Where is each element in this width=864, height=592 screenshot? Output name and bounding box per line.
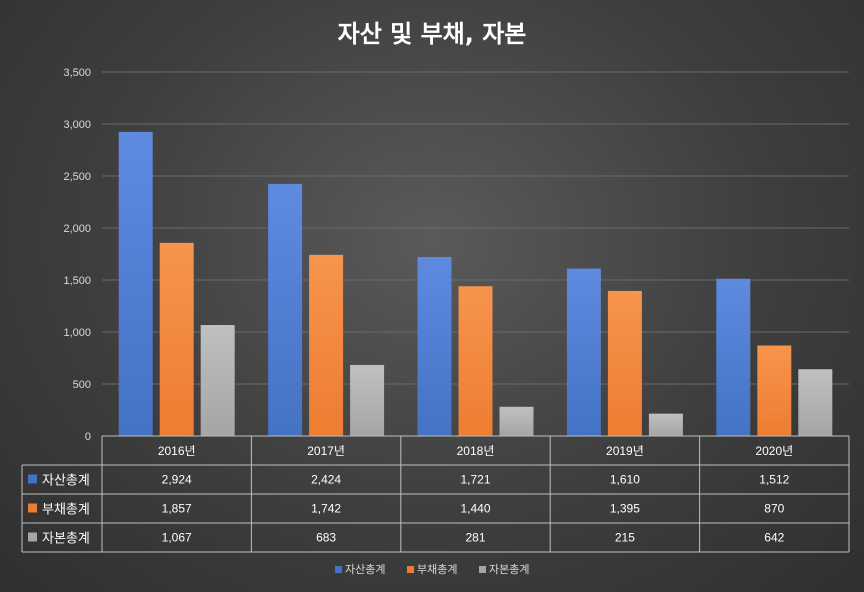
table-cell-value: 642 <box>764 531 784 545</box>
legend: 자산총계 부채총계 자본총계 <box>335 563 529 576</box>
y-tick-label: 3,000 <box>63 119 91 131</box>
y-tick-label: 3,500 <box>63 67 91 79</box>
y-axis-ticks: 0 500 1,000 1,500 2,000 2,500 3,000 3,500 <box>63 67 91 443</box>
table-cell-value: 2,924 <box>162 473 192 487</box>
category-label: 2019년 <box>606 444 644 458</box>
bar-자산총계-2017년 <box>268 183 303 436</box>
legend-label: 자본총계 <box>489 563 529 576</box>
bar-부채총계-2020년 <box>757 345 792 436</box>
row-label: 자본총계 <box>42 532 90 547</box>
legend-label: 부채총계 <box>417 563 457 576</box>
row-legend-key <box>28 532 37 542</box>
bar-자본총계-2017년 <box>350 364 385 436</box>
bar-자산총계-2019년 <box>566 268 601 436</box>
table-cell-value: 281 <box>465 531 485 545</box>
table-cell-value: 1,067 <box>162 531 192 545</box>
category-label: 2020년 <box>755 444 793 458</box>
table-cell-value: 1,610 <box>610 473 640 487</box>
y-tick-label: 2,500 <box>63 171 91 183</box>
bars <box>118 131 833 437</box>
y-tick-label: 1,500 <box>63 275 91 287</box>
table-cell-value: 2,424 <box>311 473 341 487</box>
y-tick-label: 500 <box>73 379 91 391</box>
category-label: 2018년 <box>457 444 495 458</box>
row-legend-key <box>28 474 37 484</box>
bar-자산총계-2016년 <box>118 131 153 437</box>
y-tick-label: 0 <box>85 431 91 443</box>
bar-부채총계-2017년 <box>309 254 344 436</box>
bar-자본총계-2018년 <box>499 406 534 436</box>
table-cell-value: 1,742 <box>311 502 341 516</box>
table-cell-value: 215 <box>615 531 635 545</box>
bar-부채총계-2019년 <box>607 290 642 436</box>
chart-title: 자산 및 부채, 자본 <box>338 20 527 48</box>
legend-label: 자산총계 <box>345 563 385 576</box>
y-tick-label: 1,000 <box>63 327 91 339</box>
table-cell-value: 870 <box>764 502 784 516</box>
table-cell-value: 1,721 <box>460 473 490 487</box>
category-label: 2016년 <box>158 444 196 458</box>
row-legend-key <box>28 503 37 513</box>
bar-자본총계-2019년 <box>648 413 683 436</box>
y-tick-label: 2,000 <box>63 223 91 235</box>
bar-자산총계-2020년 <box>716 278 751 436</box>
row-label: 부채총계 <box>42 503 90 518</box>
table-cell-value: 683 <box>316 531 336 545</box>
bar-자본총계-2020년 <box>798 369 833 436</box>
bar-부채총계-2016년 <box>159 242 194 436</box>
table-cell-value: 1,395 <box>610 502 640 516</box>
table-cell-value: 1,857 <box>162 502 192 516</box>
table-cell-value: 1,512 <box>759 473 789 487</box>
table-cell-value: 1,440 <box>460 502 490 516</box>
category-label: 2017년 <box>307 444 345 458</box>
legend-key <box>335 566 342 573</box>
row-label: 자산총계 <box>42 474 90 489</box>
legend-key <box>479 566 486 573</box>
bar-자산총계-2018년 <box>417 257 452 436</box>
bar-자본총계-2016년 <box>200 325 235 436</box>
legend-key <box>407 566 414 573</box>
bar-부채총계-2018년 <box>458 286 493 436</box>
